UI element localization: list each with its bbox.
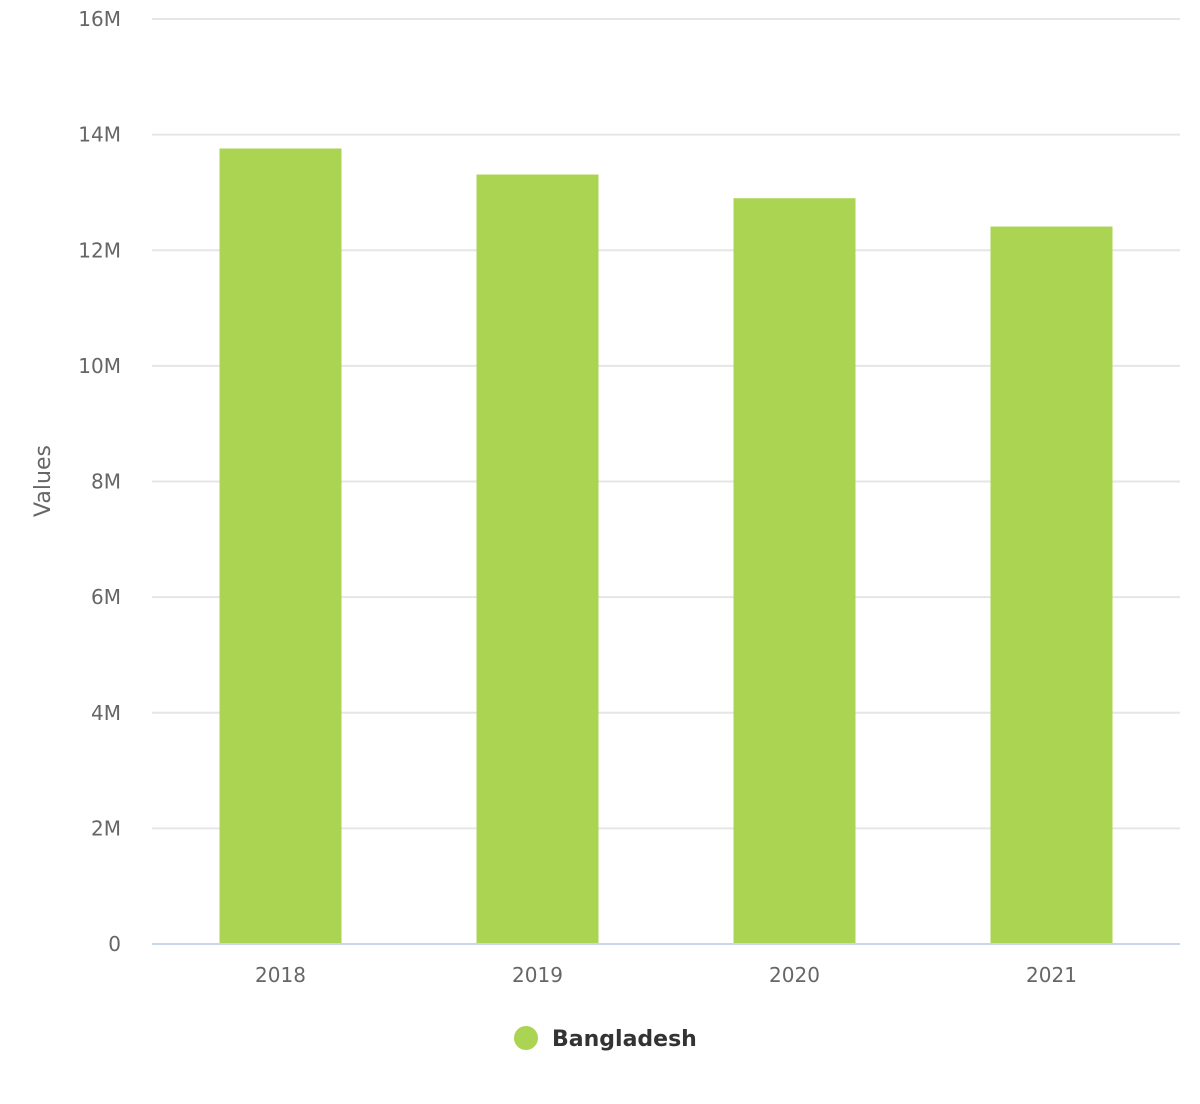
x-tick-label: 2018 xyxy=(255,963,306,987)
bars xyxy=(219,148,1113,945)
x-axis-ticks: 2018 2019 2020 2021 xyxy=(255,963,1077,987)
y-axis-title: Values xyxy=(31,445,56,517)
x-tick-label: 2019 xyxy=(512,963,563,987)
y-tick-label: 10M xyxy=(78,354,121,378)
bar-2021[interactable] xyxy=(990,226,1113,944)
y-tick-label: 4M xyxy=(91,701,121,725)
y-tick-label: 0 xyxy=(108,932,121,956)
y-tick-label: 2M xyxy=(91,816,121,840)
y-tick-label: 16M xyxy=(78,7,121,31)
y-tick-label: 6M xyxy=(91,585,121,609)
bar-2020[interactable] xyxy=(733,198,856,944)
bar-2018[interactable] xyxy=(219,148,342,945)
legend[interactable]: Bangladesh xyxy=(514,1026,697,1052)
legend-marker-icon[interactable] xyxy=(514,1026,538,1050)
y-tick-label: 12M xyxy=(78,238,121,262)
x-tick-label: 2020 xyxy=(769,963,820,987)
y-axis-ticks: 0 2M 4M 6M 8M 10M 12M 14M 16M xyxy=(78,7,121,956)
y-tick-label: 14M xyxy=(78,123,121,147)
legend-label-bangladesh[interactable]: Bangladesh xyxy=(552,1027,697,1052)
y-tick-label: 8M xyxy=(91,470,121,494)
bar-2019[interactable] xyxy=(476,174,599,944)
x-tick-label: 2021 xyxy=(1026,963,1077,987)
